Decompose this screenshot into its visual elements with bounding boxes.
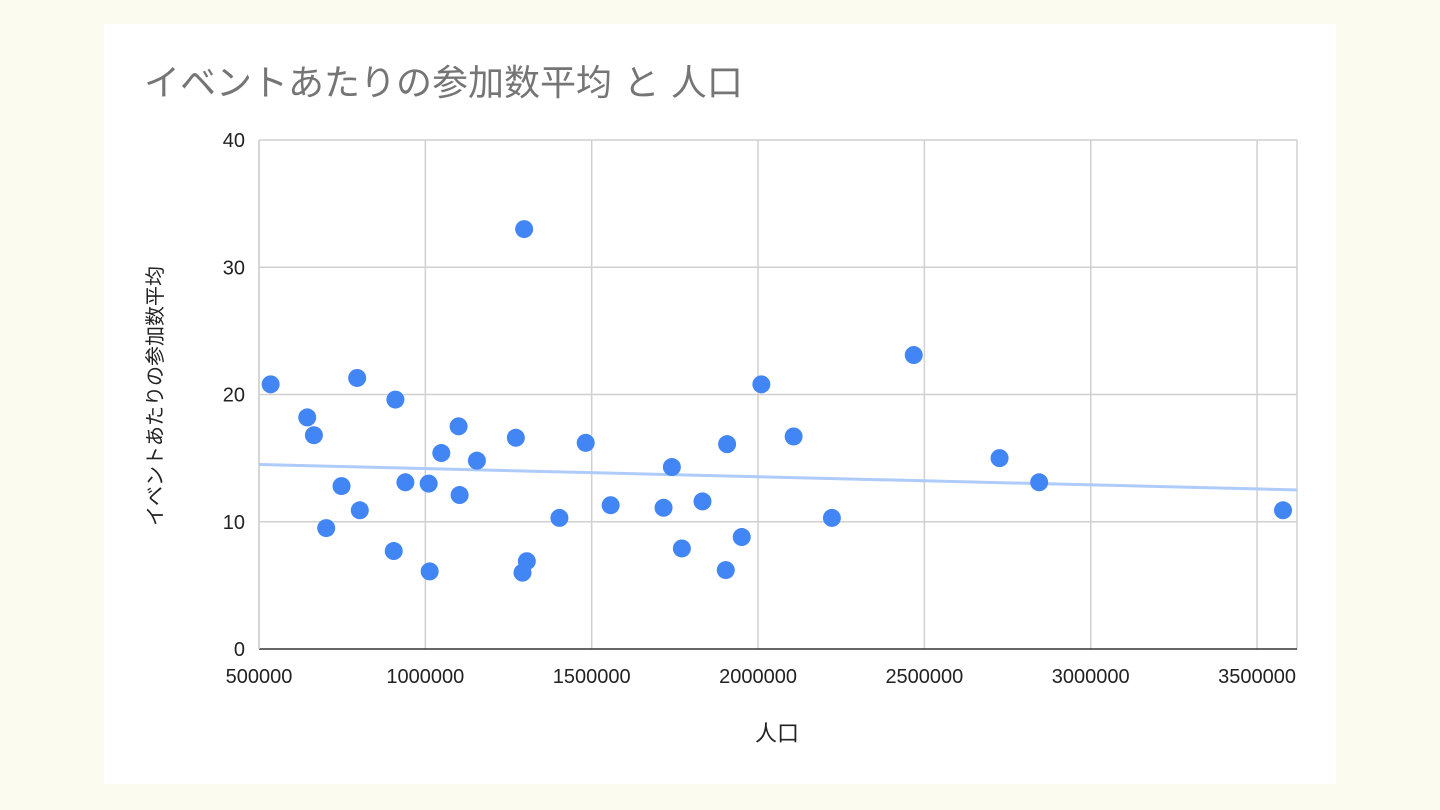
chart-title: イベントあたりの参加数平均 と 人口 [144, 63, 743, 104]
y-tick-label: 20 [223, 385, 245, 407]
scatter-point [298, 408, 317, 427]
scatter-point [822, 508, 841, 527]
scatter-point [350, 501, 369, 520]
axis-ticks: 500000 1000000 1500000 2000000 2500000 300000… [223, 130, 1296, 688]
scatter-point [550, 508, 569, 527]
scatter-point [654, 498, 673, 517]
scatter-point [752, 375, 771, 394]
scatter-point [450, 486, 469, 505]
scatter-point [672, 539, 691, 558]
y-tick-label: 40 [223, 130, 245, 152]
data-points [261, 220, 1293, 582]
scatter-point [304, 426, 323, 445]
x-tick-label: 1000000 [386, 666, 464, 688]
scatter-point [432, 444, 451, 463]
scatter-point [576, 433, 595, 452]
scatter-point [904, 346, 923, 365]
scatter-point [662, 458, 681, 477]
scatter-point [601, 496, 620, 515]
scatter-point [396, 473, 415, 492]
scatter-point [449, 417, 468, 436]
y-axis-label: イベントあたりの参加数平均 [144, 266, 167, 526]
x-tick-label: 2000000 [719, 666, 797, 688]
scatter-point [261, 375, 280, 394]
scatter-point [718, 435, 737, 454]
scatter-point [419, 474, 438, 493]
x-axis-label: 人口 [755, 721, 799, 746]
scatter-point [348, 368, 367, 387]
scatter-point [506, 428, 525, 447]
scatter-point [332, 477, 351, 496]
trendline-layer [258, 462, 1298, 492]
trendline [258, 462, 1298, 492]
scatter-point [1274, 501, 1293, 520]
x-tick-label: 2500000 [885, 666, 963, 688]
scatter-point [420, 562, 439, 581]
scatter-point [732, 528, 751, 547]
scatter-point [517, 552, 536, 571]
x-tick-label: 3500000 [1218, 666, 1296, 688]
x-tick-label: 1500000 [553, 666, 631, 688]
scatter-point [693, 492, 712, 511]
grid-lines [258, 139, 1298, 650]
scatter-point [317, 519, 336, 538]
scatter-point [467, 451, 486, 470]
y-tick-label: 30 [223, 257, 245, 279]
scatter-point [784, 427, 803, 446]
y-tick-label: 10 [223, 512, 245, 534]
chart-card: イベントあたりの参加数平均 と 人口 500000 1000000 1500000 2… [104, 24, 1336, 784]
scatter-point [716, 561, 735, 580]
x-tick-label: 500000 [226, 666, 293, 688]
x-tick-label: 3000000 [1052, 666, 1130, 688]
scatter-point [386, 390, 405, 409]
scatter-point [515, 220, 534, 239]
y-tick-label: 0 [234, 639, 245, 661]
scatter-point [384, 542, 403, 561]
scatter-chart: 500000 1000000 1500000 2000000 2500000 300000… [144, 130, 1298, 746]
scatter-point [990, 449, 1009, 468]
scatter-point [1030, 473, 1049, 492]
